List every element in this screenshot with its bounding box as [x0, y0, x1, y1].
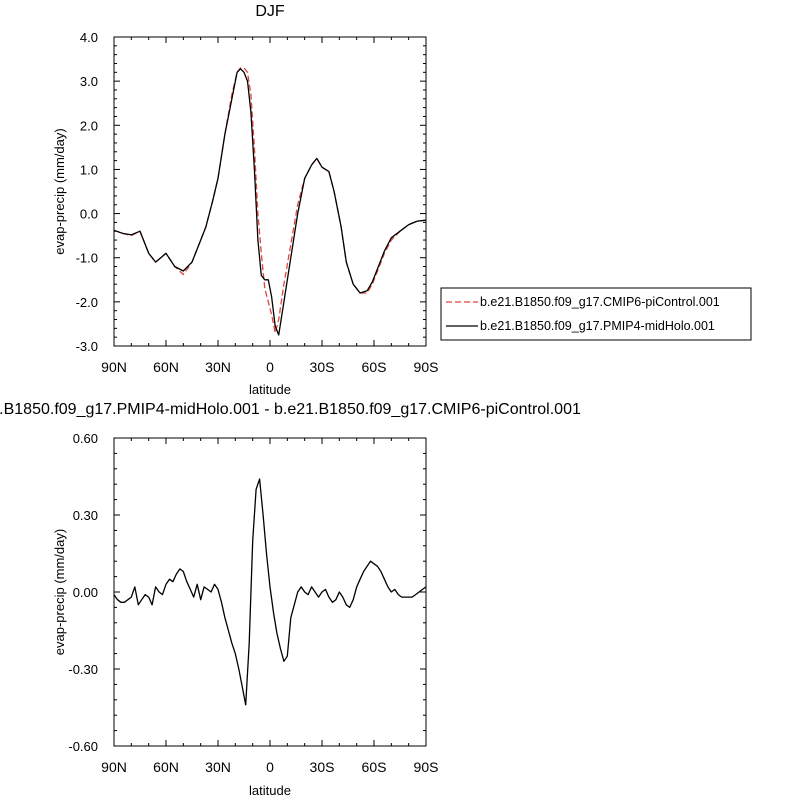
- x-tick-label: 60N: [153, 359, 179, 375]
- y-tick-label: 1.0: [80, 162, 98, 177]
- legend-label-0: b.e21.B1850.f09_g17.CMIP6-piControl.001: [480, 295, 720, 309]
- x-tick-label: 90N: [101, 359, 127, 375]
- y-tick-label: 4.0: [80, 30, 98, 45]
- series-line-0: [113, 67, 427, 334]
- x-tick-label: 90S: [414, 759, 439, 775]
- x-tick-label: 0: [266, 759, 274, 775]
- x-tick-label: 0: [266, 359, 274, 375]
- chart-title: b.e21.B1850.f09_g17.PMIP4-midHolo.001 - …: [0, 401, 581, 418]
- y-tick-label: 0.30: [73, 508, 98, 523]
- y-tick-label: 0.00: [73, 585, 98, 600]
- x-tick-label: 90S: [414, 359, 439, 375]
- x-tick-label: 30S: [310, 359, 335, 375]
- x-tick-label: 60N: [153, 759, 179, 775]
- y-tick-label: 0.60: [73, 431, 98, 446]
- x-tick-label: 60S: [362, 359, 387, 375]
- legend: b.e21.B1850.f09_g17.CMIP6-piControl.001b…: [440, 287, 752, 341]
- series-line-1: [113, 68, 427, 336]
- plot-frame: [113, 437, 427, 747]
- y-axis-label: evap-precip (mm/day): [52, 529, 67, 655]
- y-tick-label: -3.0: [76, 339, 98, 354]
- legend-label-1: b.e21.B1850.f09_g17.PMIP4-midHolo.001: [480, 319, 715, 333]
- y-tick-label: -0.30: [68, 662, 98, 677]
- x-tick-label: 30N: [205, 359, 231, 375]
- y-tick-label: -1.0: [76, 251, 98, 266]
- y-tick-label: 0.0: [80, 207, 98, 222]
- y-tick-label: -2.0: [76, 295, 98, 310]
- y-tick-label: -0.60: [68, 739, 98, 754]
- y-tick-label: 2.0: [80, 118, 98, 133]
- x-tick-label: 30S: [310, 759, 335, 775]
- chart-difference: 90N 60N 30N 0 30S 60S 90S 0.60 0.30 0.00 -0.30 -0.6…: [0, 401, 581, 798]
- chart-title: DJF: [255, 3, 285, 20]
- y-axis-label: evap-precip (mm/day): [52, 128, 67, 254]
- x-tick-label: 60S: [362, 759, 387, 775]
- x-axis-label: latitude: [249, 783, 291, 798]
- series-line-0: [113, 478, 427, 706]
- x-tick-label: 30N: [205, 759, 231, 775]
- plot-frame: [113, 36, 427, 347]
- x-tick-label: 90N: [101, 759, 127, 775]
- y-tick-label: 3.0: [80, 74, 98, 89]
- x-axis-label: latitude: [249, 382, 291, 397]
- legend-box: [440, 287, 752, 341]
- chart-djf: 90N 60N 30N 0 30S 60S 90S 4.0 3.0 2.0 1.0 0.0 -1.0 -2…: [52, 3, 438, 397]
